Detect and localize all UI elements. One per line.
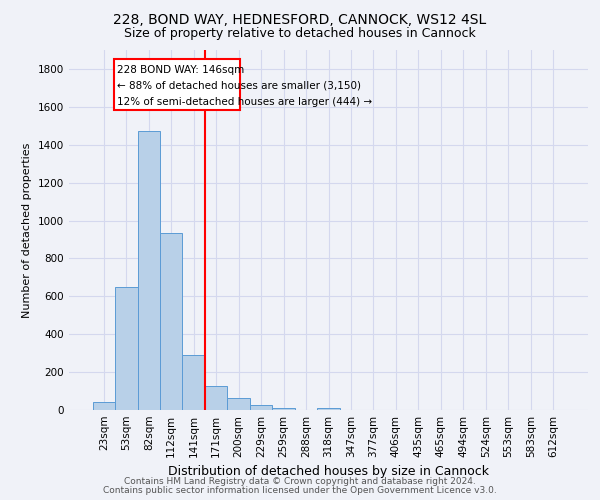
Bar	[92, 402, 115, 410]
Text: Contains HM Land Registry data © Crown copyright and database right 2024.: Contains HM Land Registry data © Crown c…	[124, 477, 476, 486]
Bar	[272, 408, 295, 410]
Bar	[317, 408, 340, 410]
Text: 228, BOND WAY, HEDNESFORD, CANNOCK, WS12 4SL: 228, BOND WAY, HEDNESFORD, CANNOCK, WS12…	[113, 12, 487, 26]
Bar	[137, 130, 160, 410]
Bar	[205, 386, 227, 410]
X-axis label: Distribution of detached houses by size in Cannock: Distribution of detached houses by size …	[168, 466, 489, 478]
Bar	[182, 355, 205, 410]
Text: ← 88% of detached houses are smaller (3,150): ← 88% of detached houses are smaller (3,…	[118, 81, 361, 91]
Y-axis label: Number of detached properties: Number of detached properties	[22, 142, 32, 318]
Bar	[227, 398, 250, 410]
Text: Contains public sector information licensed under the Open Government Licence v3: Contains public sector information licen…	[103, 486, 497, 495]
Bar	[250, 406, 272, 410]
Text: 228 BOND WAY: 146sqm: 228 BOND WAY: 146sqm	[118, 65, 245, 75]
Text: Size of property relative to detached houses in Cannock: Size of property relative to detached ho…	[124, 28, 476, 40]
Bar	[115, 287, 137, 410]
Bar	[160, 233, 182, 410]
Text: 12% of semi-detached houses are larger (444) →: 12% of semi-detached houses are larger (…	[118, 96, 373, 106]
Bar	[114, 58, 240, 110]
